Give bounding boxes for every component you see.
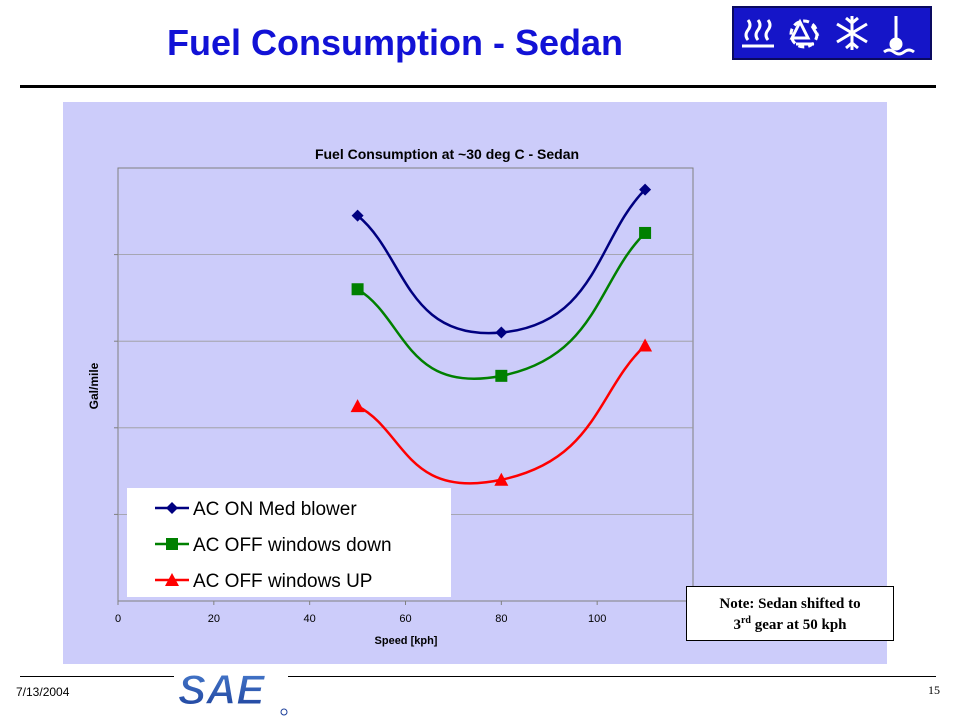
data-point-square — [495, 369, 508, 382]
page-number: 15 — [928, 683, 940, 697]
legend-marker-triangle — [165, 573, 179, 586]
note-line-2: 3rd gear at 50 kph — [733, 615, 847, 634]
legend-label: AC OFF windows down — [193, 535, 392, 556]
data-point-triangle — [638, 338, 653, 352]
slide-title: Fuel Consumption - Sedan — [167, 22, 623, 63]
recycle-icon — [789, 18, 820, 49]
gear-shift-note: Note: Sedan shifted to 3rd gear at 50 kp… — [686, 586, 894, 641]
chart-panel: Fuel Consumption at ~30 deg C - Sedan Ga… — [63, 102, 887, 664]
x-axis-label: Speed [kph] — [375, 635, 438, 647]
y-axis-label: Gal/mile — [87, 362, 101, 409]
fuel-consumption-chart: Fuel Consumption at ~30 deg C - Sedan Ga… — [87, 146, 694, 647]
legend-marker-diamond — [166, 502, 178, 514]
data-point-triangle — [494, 472, 509, 486]
x-tick-label: 80 — [495, 613, 507, 625]
x-tick-label: 0 — [115, 613, 121, 625]
legend-label: AC OFF windows UP — [193, 571, 372, 592]
legend-label: AC ON Med blower — [193, 499, 357, 520]
x-tick-label: 40 — [304, 613, 316, 625]
svg-text:SAE: SAE — [178, 666, 266, 713]
footer-date: 7/13/2004 — [16, 685, 70, 699]
data-point-diamond — [495, 326, 508, 339]
x-tick-label: 100 — [588, 613, 606, 625]
data-point-diamond — [639, 183, 652, 196]
thermometer-icon — [883, 16, 915, 56]
heat-waves-icon — [742, 19, 774, 48]
data-point-triangle — [350, 399, 365, 413]
data-point-square — [639, 226, 652, 239]
series-line-0 — [356, 188, 646, 335]
sae-logo: SAE — [178, 666, 288, 716]
footer-divider-left — [20, 676, 174, 677]
x-tick-label: 60 — [399, 613, 411, 625]
note-line-1: Note: Sedan shifted to — [719, 596, 861, 612]
snowflake-icon — [836, 16, 868, 50]
data-point-square — [351, 283, 364, 296]
chart-title: Fuel Consumption at ~30 deg C - Sedan — [315, 146, 579, 162]
legend-marker-square — [166, 538, 178, 550]
footer-divider-right — [288, 676, 936, 677]
title-divider — [20, 85, 936, 88]
x-tick-label: 20 — [208, 613, 220, 625]
series-line-2 — [357, 344, 646, 485]
climate-icons-logo — [732, 6, 932, 60]
data-point-diamond — [351, 209, 364, 222]
